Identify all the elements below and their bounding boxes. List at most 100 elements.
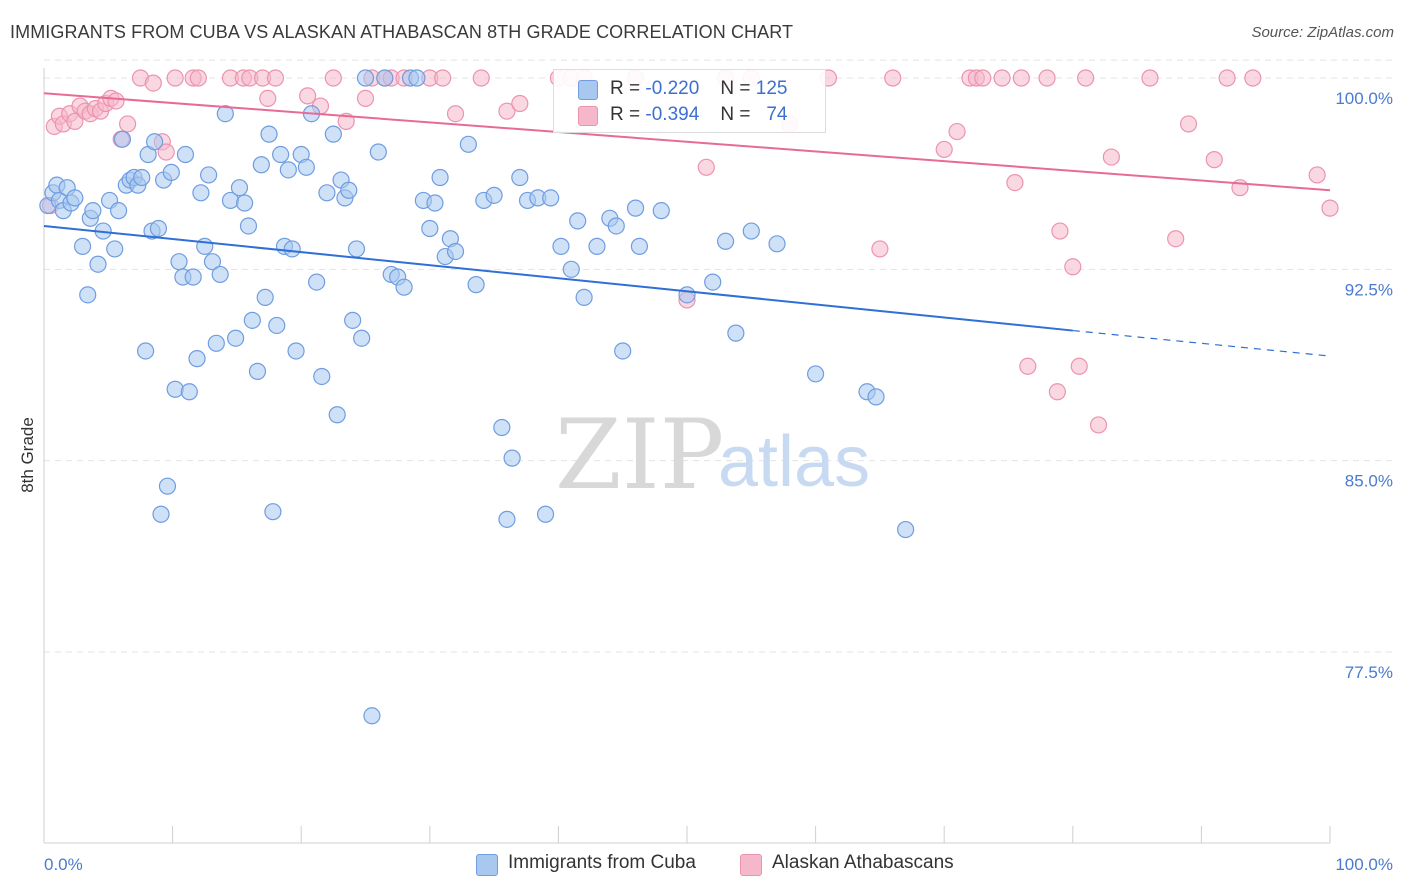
cuba-point [426, 194, 444, 212]
athabascan-point [1141, 69, 1159, 87]
cuba-point [188, 350, 206, 368]
grid-lines [44, 59, 1393, 653]
athabascan-point [1179, 115, 1198, 133]
athabascan-point [66, 112, 84, 130]
cuba-point [340, 181, 358, 199]
cuba-point [256, 288, 274, 306]
cuba-point [607, 217, 625, 235]
athabascan-point [884, 69, 902, 87]
athabascan-point [118, 115, 137, 133]
cuba-point [446, 242, 465, 261]
cuba-point [704, 273, 722, 291]
cuba-point [283, 240, 301, 258]
cuba-point [867, 388, 885, 406]
cuba-point [511, 168, 529, 187]
cuba-point [136, 342, 155, 360]
cuba-point [344, 311, 362, 329]
athabascan-point [472, 69, 490, 87]
athabascan-point [993, 69, 1011, 87]
y-tick-label: 92.5% [1345, 280, 1393, 299]
legend-swatch-athabascan [740, 854, 762, 876]
cuba-point [630, 237, 649, 255]
y-tick-labels: 100.0% 92.5% 85.0% 77.5% [1335, 89, 1393, 682]
trend-line-cuba-extension [1072, 329, 1331, 357]
cuba-point [536, 505, 555, 523]
cuba-point [768, 235, 786, 253]
cuba-point [184, 268, 202, 286]
cuba-point [192, 184, 210, 202]
cuba-point [614, 342, 632, 360]
cuba-point [113, 130, 132, 148]
cuba-point [158, 477, 177, 495]
legend-label-athabascan: Alaskan Athabascans [772, 852, 954, 873]
cuba-point [84, 202, 102, 220]
athabascan-point [1218, 69, 1236, 87]
cuba-point [485, 186, 503, 204]
cuba-point [200, 166, 218, 184]
cuba-point [588, 237, 606, 255]
x-tick-label-max: 100.0% [1335, 855, 1393, 874]
cuba-point [236, 194, 254, 212]
n-value-cuba: 125 [755, 78, 788, 99]
cuba-point [575, 288, 593, 306]
r-value-athabascan: -0.394 [645, 104, 700, 125]
cuba-point [806, 365, 825, 383]
cuba-point [239, 217, 258, 235]
cuba-point [569, 212, 587, 230]
cuba-point [152, 505, 170, 523]
cuba-point [308, 273, 326, 291]
n-label: N = [720, 78, 751, 99]
cuba-point [552, 237, 570, 255]
x-tick-label-min: 0.0% [44, 855, 83, 874]
athabascan-point [1048, 383, 1066, 401]
athabascan-point [1077, 69, 1095, 87]
y-axis-title: 8th Grade [18, 417, 37, 493]
cuba-point [211, 265, 229, 284]
cuba-point [166, 380, 184, 398]
legend-label-cuba: Immigrants from Cuba [508, 852, 696, 873]
cuba-point [149, 219, 168, 238]
cuba-point [353, 329, 371, 347]
athabascan-point [1244, 69, 1262, 87]
athabascan-point [107, 92, 125, 110]
trend-line-athabascan [43, 92, 1331, 192]
cuba-point [313, 367, 331, 386]
cuba-point [716, 232, 735, 250]
cuba-point [207, 334, 225, 352]
cuba-point [431, 168, 449, 187]
y-tick-label: 100.0% [1335, 89, 1393, 108]
cuba-point [203, 253, 222, 271]
cuba-point [421, 219, 439, 238]
watermark: ZIP atlas [555, 399, 870, 511]
trend-line-cuba [43, 224, 1073, 332]
swatch-cuba [578, 80, 598, 100]
cuba-point [467, 276, 485, 294]
athabascan-point [259, 89, 277, 108]
athabascan-point [511, 94, 529, 113]
athabascan-point [189, 69, 207, 87]
cuba-point [248, 362, 267, 380]
cuba-point [279, 161, 297, 179]
cuba-point [162, 163, 180, 181]
athabascan-point [498, 102, 516, 120]
cuba-point [503, 449, 521, 467]
cuba-point [252, 156, 270, 174]
cuba-point [109, 202, 128, 220]
cuba-point [562, 260, 580, 278]
swatch-athabascan [578, 106, 598, 126]
athabascan-point [1064, 258, 1082, 276]
cuba-point [176, 145, 195, 164]
cuba-point [216, 105, 234, 123]
cuba-point [133, 168, 151, 187]
athabascan-point [266, 69, 285, 87]
cuba-point [742, 222, 760, 240]
cuba-point [328, 406, 346, 424]
athabascan-point [1019, 357, 1037, 375]
cuba-point [243, 311, 261, 329]
cuba-point [272, 145, 290, 164]
blue-series-points [39, 69, 915, 725]
n-label: N = [720, 104, 751, 125]
athabascan-point [1070, 357, 1088, 375]
athabascan-point [1051, 222, 1069, 240]
